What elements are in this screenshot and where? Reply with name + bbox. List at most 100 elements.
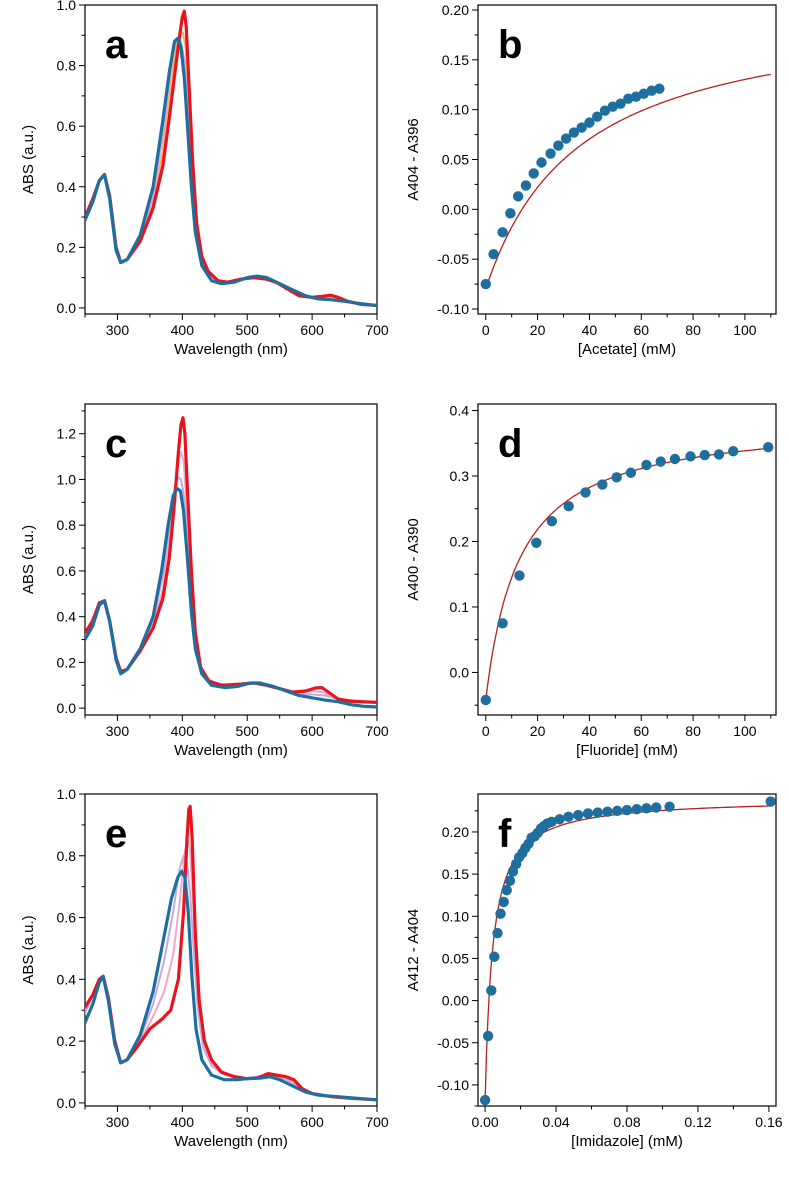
data-point-d (514, 570, 525, 581)
x-tick-label-a: 700 (365, 322, 389, 338)
panel-letter-e: e (105, 812, 127, 856)
data-point-d (597, 479, 608, 490)
x-tick-label-b: 80 (685, 322, 701, 338)
x-tick-label-c: 700 (365, 723, 389, 739)
y-axis-label-c: ABS (a.u.) (20, 525, 37, 594)
x-tick-label-b: 40 (582, 322, 598, 338)
panel-d: 0 20 40 60 80 100 0.0 0.1 0.2 0.3 0.4 [Fluoride] (m… (405, 403, 777, 759)
data-point-d (625, 467, 637, 478)
data-point-b (545, 148, 556, 159)
plot-area-c (85, 416, 377, 709)
panel-a: 300 400 500 600 700 0.0 0.2 0.4 0.6 0.8 1.0 Wavelen… (20, 0, 389, 358)
x-tick-label-e: 300 (106, 1114, 130, 1130)
y-tick-label-b: -0.10 (437, 301, 469, 317)
x-tick-label-a: 600 (300, 322, 324, 338)
data-point-f (492, 927, 503, 939)
data-point-f (504, 875, 516, 887)
panel-letter-b: b (498, 23, 522, 67)
x-tick-label-e: 400 (171, 1114, 195, 1130)
data-point-b (512, 191, 524, 202)
y-tick-label-c: 0.8 (57, 517, 77, 533)
data-point-f (602, 806, 613, 817)
plot-frame-a (84, 4, 378, 315)
y-tick-label-b: 0.10 (442, 102, 469, 118)
x-tick-label-b: 100 (733, 322, 757, 338)
y-tick-label-f: 0.10 (442, 908, 469, 924)
spectrum-mid-1-e (85, 836, 377, 1101)
y-axis-label-f: A412 - A404 (405, 909, 422, 992)
y-tick-label-f: 0.00 (442, 993, 469, 1009)
x-tick-label-f: 0.12 (684, 1114, 711, 1130)
data-point-d (763, 442, 774, 453)
y-tick-label-b: 0.20 (442, 2, 469, 18)
panel-e: 300 400 500 600 700 0.0 0.2 0.4 0.6 0.8 1.0 Wavelen… (20, 786, 389, 1150)
data-point-f (765, 796, 776, 807)
y-tick-label-e: 0.2 (57, 1033, 77, 1049)
data-point-b (615, 98, 626, 109)
x-tick-label-e: 700 (365, 1114, 389, 1130)
x-tick-label-e: 600 (300, 1114, 324, 1130)
x-axis-label-b: [Acetate] (mM) (578, 341, 676, 358)
x-axis-label-f: [Imidazole] (mM) (571, 1133, 683, 1150)
x-tick-label-a: 500 (236, 322, 260, 338)
data-point-d (531, 537, 542, 549)
y-tick-label-d: 0.3 (450, 468, 470, 484)
data-point-b (584, 117, 595, 128)
data-point-d (728, 445, 739, 457)
data-point-d (641, 459, 652, 471)
panel-letter-a: a (105, 23, 128, 67)
x-tick-label-f: 0.00 (471, 1114, 498, 1130)
panel-b: 0 20 40 60 80 100 -0.10 -0.05 0.00 0.05 0.10 0.15 0.… (405, 2, 777, 358)
x-tick-label-c: 600 (300, 723, 324, 739)
fit-curve-d (485, 447, 769, 700)
panel-letter-d: d (498, 422, 522, 466)
spectrum-initial-a (85, 9, 377, 308)
y-tick-label-a: 0.0 (57, 300, 77, 316)
x-tick-label-a: 300 (106, 322, 130, 338)
x-axis-label-c: Wavelength (nm) (174, 742, 288, 759)
plot-frame-c (84, 403, 378, 716)
data-point-f (621, 804, 633, 816)
data-point-f (498, 896, 509, 908)
data-point-f (489, 951, 500, 962)
data-point-b (488, 248, 499, 260)
data-point-f (664, 801, 675, 812)
data-point-d (713, 449, 725, 460)
data-point-b (592, 111, 603, 122)
y-tick-label-b: 0.05 (442, 152, 469, 168)
data-point-f (501, 884, 512, 896)
y-tick-label-a: 0.2 (57, 239, 77, 255)
data-point-f (641, 803, 652, 814)
y-tick-label-f: 0.20 (442, 824, 469, 840)
y-axis-label-b: A404 - A396 (405, 118, 422, 201)
y-tick-label-d: 0.2 (450, 533, 470, 549)
spectrum-mid-2-a (85, 37, 377, 307)
data-point-d (655, 456, 666, 467)
x-tick-label-f: 0.16 (755, 1114, 782, 1130)
y-tick-label-c: 0.0 (57, 700, 77, 716)
x-tick-label-c: 500 (236, 723, 260, 739)
data-point-f (612, 805, 623, 817)
x-tick-label-f: 0.08 (613, 1114, 640, 1130)
data-point-f (482, 1030, 494, 1042)
data-point-b (536, 157, 547, 168)
plot-frame-b (477, 4, 777, 315)
plot-area-a (85, 9, 377, 308)
y-tick-label-c: 1.2 (57, 426, 77, 442)
plot-frame-f (477, 793, 777, 1107)
data-point-d (480, 694, 491, 706)
y-tick-label-c: 0.6 (57, 563, 77, 579)
spectrum-initial-c (85, 416, 377, 704)
y-tick-label-e: 1.0 (57, 786, 77, 802)
y-tick-label-e: 0.4 (57, 971, 77, 987)
y-tick-label-f: 0.15 (442, 866, 469, 882)
plot-area-b (485, 73, 771, 290)
spectrum-final-c (85, 487, 377, 709)
x-axis-label-a: Wavelength (nm) (174, 341, 288, 358)
x-axis-label-e: Wavelength (nm) (174, 1133, 288, 1150)
y-axis-label-a: ABS (a.u.) (20, 125, 37, 194)
data-point-b (623, 93, 634, 104)
data-point-f (573, 809, 584, 821)
spectrum-mid-1-a (85, 31, 377, 307)
